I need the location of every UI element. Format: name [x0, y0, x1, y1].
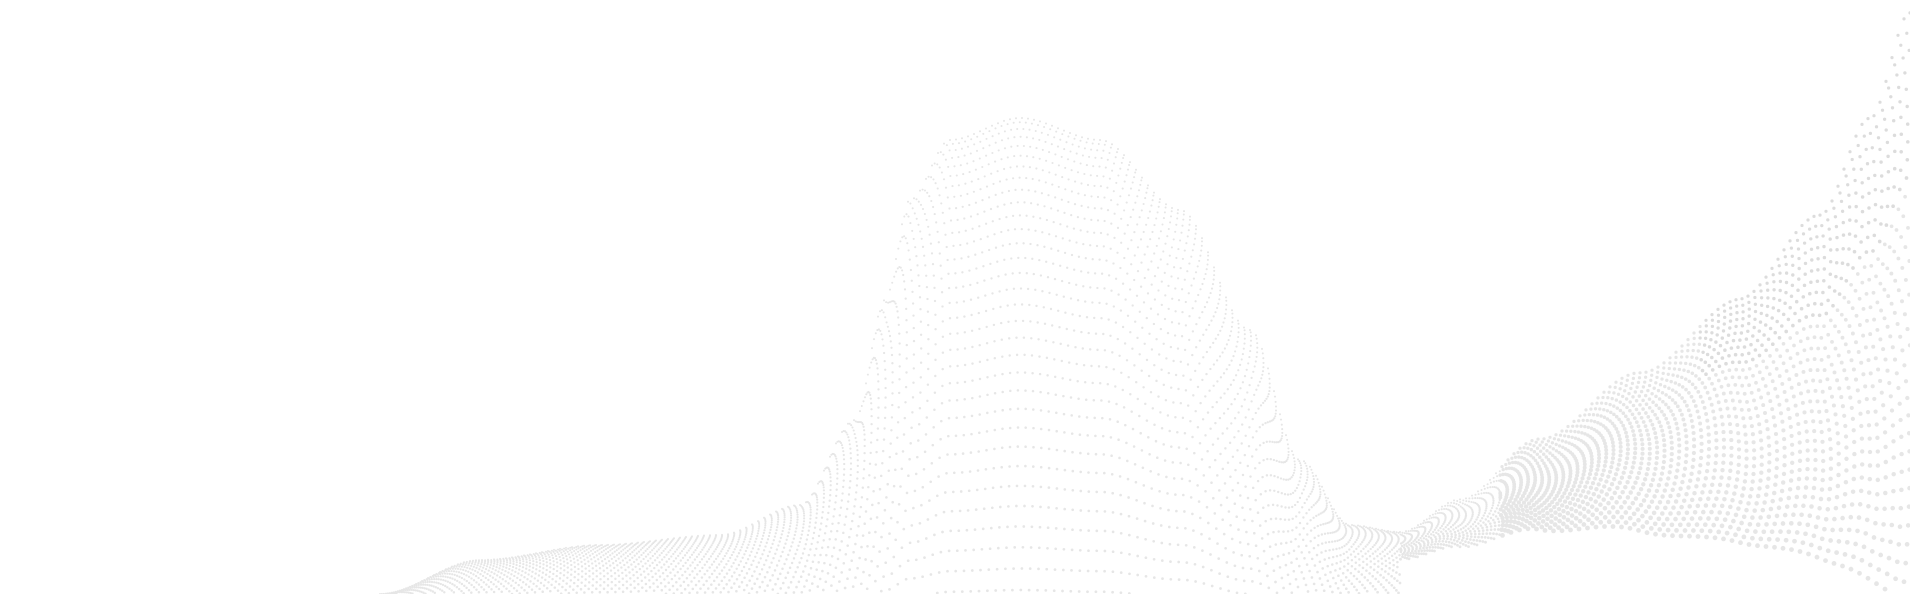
decorative-background [379, 11, 1910, 594]
dot-wave-pattern [379, 11, 1910, 594]
